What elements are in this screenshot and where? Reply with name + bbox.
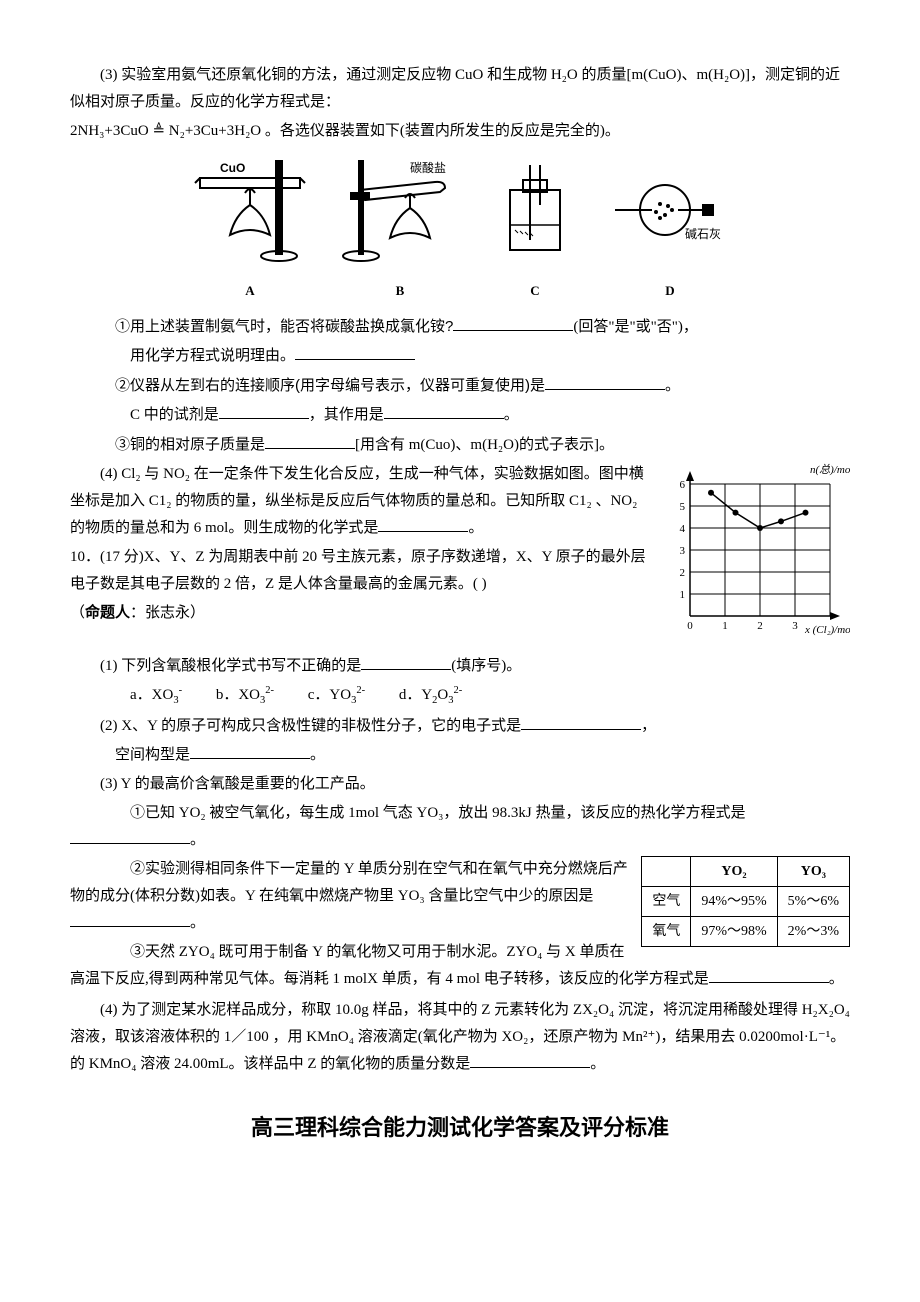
apparatus-b: 碳酸盐 B [340, 160, 460, 303]
q10-4-end: 。 [590, 1056, 605, 1072]
blank-q3-1c[interactable] [295, 344, 415, 360]
q10-4: (4) 为了测定某水泥样品成分，称取 10.0g 样品，将其中的 Z 元素转化为… [70, 997, 850, 1078]
blank-q10-3-1[interactable] [70, 828, 190, 844]
q3-2-a: ②仪器从左到右的连接顺序(用字母编号表示，仪器可重复使用)是 [115, 377, 545, 394]
q10-4-text: (4) 为了测定某水泥样品成分，称取 10.0g 样品，将其中的 Z 元素转化为… [70, 1002, 850, 1072]
blank-q10-3-2[interactable] [70, 911, 190, 927]
svg-text:n(总)/mol: n(总)/mol [810, 463, 850, 476]
th-blank [642, 856, 691, 886]
q10-3-2-text: ②实验测得相同条件下一定量的 Y 单质分别在空气和在氧气中充分燃烧后产物的成分(… [70, 861, 628, 904]
q4-end: 。 [468, 520, 483, 536]
q10-2-b: ， [641, 718, 656, 734]
q10-3-1-text: ①已知 YO₂ 被空气氧化，每生成 1mol 气态 YO₃，放出 98.3kJ … [130, 805, 745, 821]
q3-2-b: 。 [665, 378, 680, 394]
q3-2-d: ，其作用是 [309, 407, 384, 423]
apparatus-c-label: C [490, 279, 580, 302]
blank-q10-1[interactable] [361, 654, 451, 670]
q10-2c-line: 空间构型是 。 [70, 742, 850, 769]
svg-text:6: 6 [680, 479, 686, 491]
blank-q10-2a[interactable] [521, 714, 641, 730]
row-air-label: 空气 [642, 886, 691, 916]
q10-1-text: (1) 下列含氧酸根化学式书写不正确的是 [100, 658, 361, 674]
opt-d: d．Y2O32- [399, 687, 462, 703]
apparatus-a-label: A [190, 279, 310, 302]
q10-3-3-end: 。 [829, 971, 844, 987]
q3-1c-line: 用化学方程式说明理由。 [70, 343, 850, 370]
q3-2c-line: C 中的试剂是 ，其作用是 。 [70, 402, 850, 429]
blank-q10-3-3[interactable] [709, 967, 829, 983]
q3-intro: (3) 实验室用氨气还原氧化铜的方法，通过测定反应物 CuO 和生成物 H₂O … [70, 62, 850, 116]
q10-3-1: ①已知 YO₂ 被空气氧化，每生成 1mol 气态 YO₃，放出 98.3kJ … [70, 800, 850, 854]
q3-2: ②仪器从左到右的连接顺序(用字母编号表示，仪器可重复使用)是 。 [70, 372, 850, 400]
row-air-yo3: 5%～6% [777, 886, 849, 916]
apparatus-b-label: B [340, 279, 460, 302]
svg-text:1: 1 [722, 620, 728, 632]
q3-equation: 2NH₃+3CuO ≜ N₂+3Cu+3H₂O 。各选仪器装置如下(装置内所发生… [70, 118, 850, 145]
q3-1-a: ①用上述装置制氨气时，能否将碳酸盐换成氯化铵? [115, 318, 453, 335]
opt-a: a．XO3- [130, 687, 182, 703]
q10-1: (1) 下列含氧酸根化学式书写不正确的是 (填序号)。 [70, 653, 850, 680]
q3-1: ①用上述装置制氨气时，能否将碳酸盐换成氯化铵? (回答"是"或"否")， [70, 313, 850, 341]
row-o2-label: 氧气 [642, 917, 691, 947]
th-yo3: YO₃ [777, 856, 849, 886]
svg-text:5: 5 [680, 501, 686, 513]
row-air-yo2: 94%～95% [691, 886, 777, 916]
q3-3-b: [用含有 m(Cuo)、m(H₂O)的式子表示]。 [355, 437, 614, 453]
blank-q4[interactable] [378, 516, 468, 532]
blank-q3-2a[interactable] [545, 374, 665, 390]
th-yo2: YO₂ [691, 856, 777, 886]
q10-2-a: (2) X、Y 的原子可构成只含极性键的非极性分子，它的电子式是 [100, 718, 521, 734]
blank-q3-1a[interactable] [453, 315, 573, 331]
blank-q10-2c[interactable] [190, 743, 310, 759]
svg-text:x (Cl₂)/mol: x (Cl₂)/mol [804, 624, 850, 636]
cuo-label: CuO [220, 161, 245, 175]
q3-eq-text: 2NH₃+3CuO ≜ N₂+3Cu+3H₂O 。各选仪器装置如下(装置内所发生… [70, 123, 620, 139]
q10-1-end: (填序号)。 [451, 658, 521, 674]
apparatus-c: C [490, 160, 580, 303]
q10-3-1-end: 。 [190, 832, 205, 848]
q3-2-e: 。 [504, 407, 519, 423]
svg-text:1: 1 [680, 589, 686, 601]
svg-text:2: 2 [757, 620, 763, 632]
blank-q3-3[interactable] [265, 433, 355, 449]
answer-title: 高三理科综合能力测试化学答案及评分标准 [70, 1108, 850, 1148]
q3-3: ③铜的相对原子质量是 [用含有 m(Cuo)、m(H₂O)的式子表示]。 [70, 431, 850, 459]
svg-text:3: 3 [792, 620, 798, 632]
apparatus-d: 碱石灰 D [610, 160, 730, 303]
soda-lime-label: 碱石灰 [685, 227, 721, 241]
product-table: YO₂ YO₃ 空气 94%～95% 5%～6% 氧气 97%～98% 2%～3… [641, 856, 850, 948]
apparatus-d-label: D [610, 279, 730, 302]
q10-3-2-end: 。 [190, 915, 205, 931]
opt-c: c．YO32- [308, 687, 365, 703]
blank-q3-2c[interactable] [219, 403, 309, 419]
q10-2: (2) X、Y 的原子可构成只含极性键的非极性分子，它的电子式是 ， [70, 713, 850, 740]
q3-3-a: ③铜的相对原子质量是 [115, 436, 265, 453]
row-o2-yo3: 2%～3% [777, 917, 849, 947]
q3-2-c: C 中的试剂是 [130, 407, 219, 423]
svg-text:0: 0 [687, 620, 693, 632]
carbonate-label: 碳酸盐 [410, 160, 446, 175]
q10-2-c: 空间构型是 [115, 747, 190, 763]
q10-3: (3) Y 的最高价含氧酸是重要的化工产品。 [70, 771, 850, 798]
q4-text: (4) Cl₂ 与 NO₂ 在一定条件下发生化合反应，生成一种气体，实验数据如图… [70, 466, 644, 536]
apparatus-row: CuO A 碳酸盐 B [70, 160, 850, 303]
blank-q10-4[interactable] [470, 1052, 590, 1068]
q10-2-d: 。 [310, 747, 325, 763]
apparatus-a: CuO A [190, 160, 310, 303]
svg-text:2: 2 [680, 567, 686, 579]
q3-1-b: (回答"是"或"否")， [573, 319, 697, 335]
q3-1-c: 用化学方程式说明理由。 [130, 348, 295, 364]
ntotal-chart: n(总)/mol 1 2 3 4 5 6 0 1 2 3 x (Cl₂)/mol [660, 461, 850, 646]
opt-b: b．XO32- [216, 687, 274, 703]
svg-text:3: 3 [680, 545, 686, 557]
svg-text:4: 4 [680, 523, 686, 535]
row-o2-yo2: 97%～98% [691, 917, 777, 947]
blank-q3-2d[interactable] [384, 403, 504, 419]
q10-3-3-text: ③天然 ZYO₄ 既可用于制备 Y 的氧化物又可用于制水泥。ZYO₄ 与 X 单… [70, 944, 709, 987]
q10-options: a．XO3- b．XO32- c．YO32- d．Y2O32- [70, 682, 850, 711]
